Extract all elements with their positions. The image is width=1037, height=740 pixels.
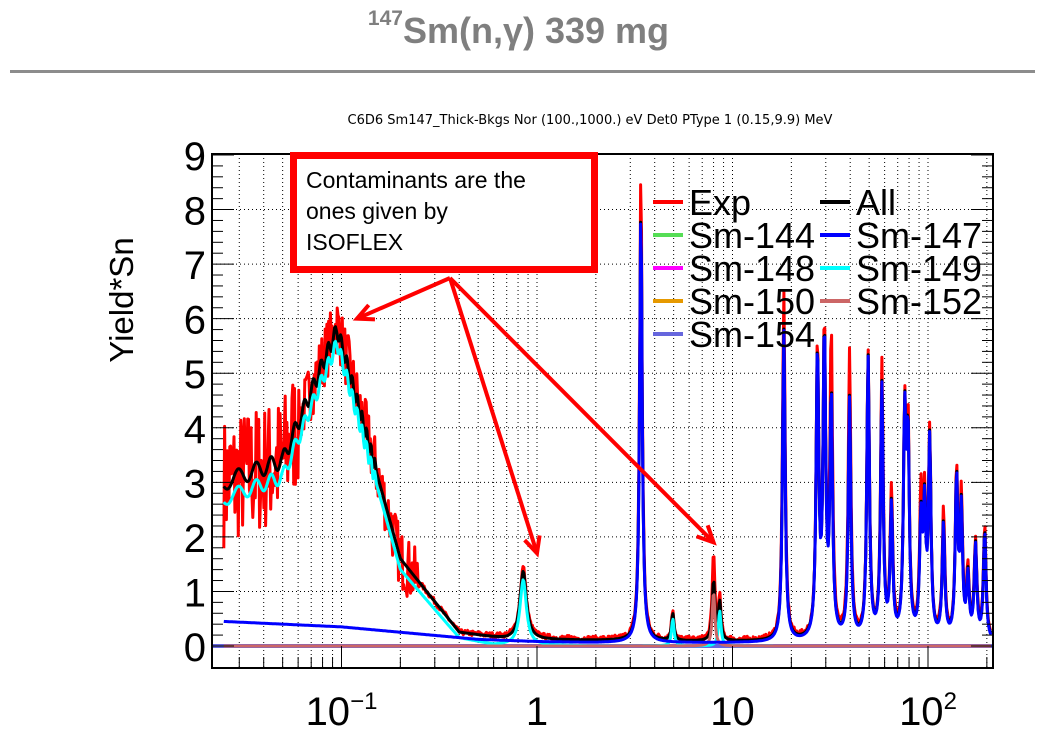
y-tick-label: 4 <box>184 408 206 452</box>
arrow-head <box>523 535 542 558</box>
series-sm-147 <box>223 222 993 644</box>
annotation-arrow <box>448 276 715 544</box>
annotation-arrows <box>352 276 717 558</box>
annotation-arrow <box>356 276 451 321</box>
legend-label: Sm-144 <box>689 215 815 256</box>
legend-label: Sm-152 <box>856 281 982 322</box>
y-tick-label: 9 <box>184 135 206 179</box>
y-tick-label: 5 <box>184 353 206 397</box>
callout-line: Contaminants are the <box>306 167 526 193</box>
y-tick-label: 1 <box>184 571 206 615</box>
legend-label: Sm-149 <box>856 248 982 289</box>
chart-title: C6D6 Sm147_Thick-Bkgs Nor (100.,1000.) e… <box>348 113 833 128</box>
title-divider <box>10 70 1035 73</box>
y-tick-label: 0 <box>184 626 206 670</box>
title-text: Sm(n,γ) 339 mg <box>402 10 670 51</box>
legend-label: Sm-150 <box>689 281 815 322</box>
x-tick-label: 1 <box>526 690 548 734</box>
slide-title: 147Sm(n,γ) 339 mg <box>0 7 1037 52</box>
callout-line: ones given by <box>306 198 448 224</box>
x-tick-label: 102 <box>899 688 957 734</box>
legend-label: All <box>856 182 896 223</box>
arrow-head <box>352 303 376 322</box>
y-tick-label: 2 <box>184 517 206 561</box>
annotation-callout: Contaminants are the ones given by ISOFL… <box>290 152 598 273</box>
axis-ticks: 0 1 2 3 4 5 6 7 8 9 10−1 1 10 102 <box>184 135 993 734</box>
y-tick-label: 7 <box>184 244 206 288</box>
title-superscript: 147 <box>367 7 403 30</box>
series-layer <box>213 183 993 648</box>
plot-frame <box>211 153 994 669</box>
callout-line: ISOFLEX <box>306 229 404 255</box>
axes-frame <box>211 153 994 669</box>
arrow-head <box>695 524 717 546</box>
series-sm-152 <box>223 593 992 648</box>
y-axis-label: Yield*Sn <box>103 237 140 362</box>
annotation-arrow <box>448 277 539 554</box>
legend-label: Sm-148 <box>689 248 815 289</box>
x-tick-label: 10 <box>710 690 755 734</box>
x-tick-label: 10−1 <box>306 688 378 734</box>
y-tick-label: 8 <box>184 190 206 234</box>
legend-label: Exp <box>689 182 751 223</box>
legend-label: Sm-147 <box>856 215 982 256</box>
y-tick-label: 3 <box>184 462 206 506</box>
y-tick-label: 6 <box>184 299 206 343</box>
legend-label: Sm-154 <box>689 314 815 355</box>
